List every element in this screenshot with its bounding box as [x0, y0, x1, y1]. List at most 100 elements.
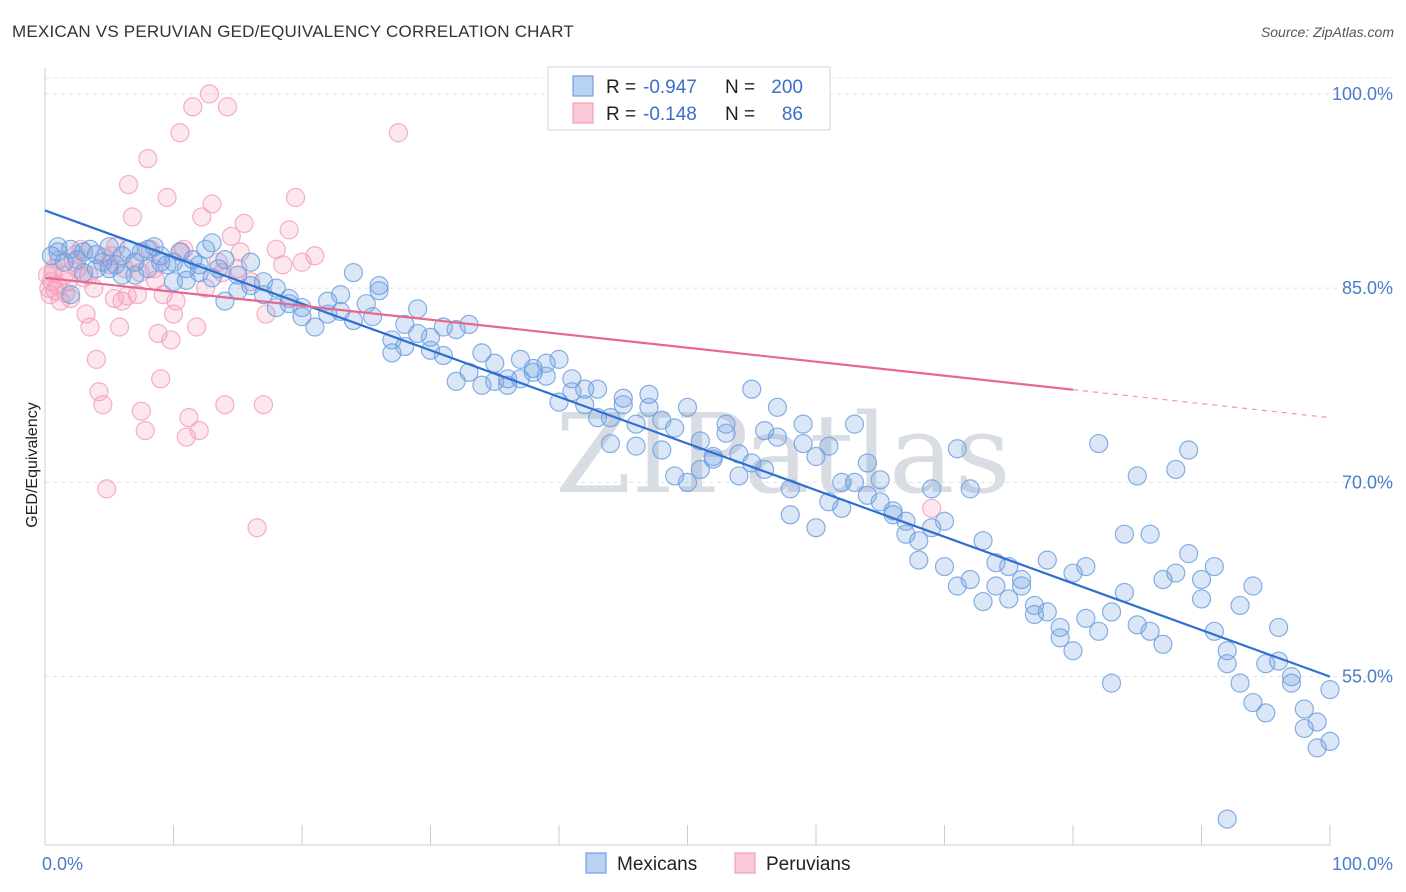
mexicans-point-189: [408, 323, 428, 344]
peruvians-point-49: [187, 317, 207, 337]
bottom-legend-label-peruvians: Peruvians: [766, 854, 851, 875]
mexicans-point-103: [1179, 544, 1199, 564]
mexicans-point-166: [292, 307, 312, 327]
mexicans-point-111: [1281, 667, 1302, 687]
grid: [45, 77, 1392, 678]
peruvians-point-51: [192, 207, 212, 227]
peruvians-point-53: [199, 84, 220, 104]
mexicans-point-108: [1243, 692, 1263, 713]
mexicans-point-208: [1127, 466, 1147, 486]
mexicans-point-201: [870, 470, 890, 490]
legend: R = -0.947 N = 200 R = -0.148 N = 86: [547, 66, 831, 131]
mexicans-point-210: [1204, 556, 1224, 577]
mexicans-point-48: [472, 343, 492, 363]
mexicans-point-162: [1281, 673, 1302, 693]
mexicans-point-72: [780, 505, 800, 525]
mexicans-point-163: [73, 263, 94, 283]
y-axis-label: GED/Equivalency: [24, 402, 41, 527]
mexicans-point-87: [973, 531, 993, 551]
peruvians-point-60: [230, 242, 250, 262]
mexicans-point-199: [793, 414, 813, 434]
mexicans-point-203: [947, 439, 967, 459]
peruvians-point-64: [253, 395, 274, 415]
mexicans-point-89: [999, 589, 1019, 609]
mexicans-point-73: [793, 433, 813, 454]
mexicans-point-92: [1037, 550, 1057, 570]
mexicans-point-54: [549, 349, 569, 369]
peruvians-trend-line: [44, 276, 1074, 391]
mexicans-point-95: [1076, 608, 1096, 628]
mexicans-point-205: [1024, 604, 1045, 625]
mexicans-point-182: [138, 239, 158, 259]
mexicans-point-27: [215, 250, 235, 270]
peruvians-point-50: [189, 421, 209, 441]
chart-title: MEXICAN VS PERUVIAN GED/EQUIVALENCY CORR…: [12, 22, 574, 41]
mexicans-point-40: [369, 275, 389, 296]
peruvians-point-20: [93, 395, 113, 415]
axes: [44, 68, 1331, 846]
y-tick-label-0: 100.0%: [1332, 84, 1393, 104]
peruvians-point-44: [170, 123, 190, 143]
mexicans-point-75: [819, 436, 839, 456]
mexicans-point-86: [960, 479, 980, 499]
mexicans-point-129: [690, 459, 710, 480]
mexicans-point-128: [652, 410, 672, 430]
mexicans-point-121: [369, 281, 389, 301]
mexicans-point-157: [909, 531, 929, 551]
mexicans-point-82: [909, 550, 929, 570]
mexicans-point-213: [1217, 809, 1237, 829]
legend-r-label-mexicans: R =: [606, 77, 636, 98]
mexicans-point-207: [1101, 602, 1122, 622]
legend-n-value-mexicans: 200: [771, 77, 803, 98]
mexicans-point-104: [1191, 569, 1212, 590]
mexicans-point-56: [575, 395, 595, 415]
mexicans-point-198: [742, 379, 762, 399]
peruvians-point-63: [247, 518, 267, 538]
mexicans-point-151: [472, 375, 492, 395]
peruvians-point-18: [86, 349, 107, 369]
peruvians-point-58: [221, 226, 241, 246]
peruvians-point-78: [79, 265, 99, 285]
mexicans-point-206: [1050, 628, 1070, 648]
peruvians-point-28: [118, 174, 139, 195]
mexicans-point-97: [1101, 673, 1122, 693]
legend-r-value-mexicans: -0.947: [643, 77, 697, 98]
mexicans-point-188: [382, 343, 402, 363]
mexicans-point-141: [1153, 569, 1173, 590]
mexicans-point-122: [420, 327, 441, 347]
peruvians-point-16: [80, 317, 100, 337]
mexicans-point-181: [112, 265, 132, 285]
mexicans-point-6: [80, 239, 100, 259]
mexicans-point-178: [1294, 718, 1314, 739]
mexicans-point-175: [1089, 433, 1109, 454]
mexicans-point-180: [86, 244, 107, 265]
peruvians-point-69: [285, 187, 306, 208]
trend-lines: [44, 209, 1331, 678]
mexicans-point-158: [986, 576, 1006, 596]
mexicans-point-190: [446, 319, 466, 340]
mexicans-point-183: [176, 270, 196, 290]
peruvians-point-71: [305, 246, 325, 266]
peruvians-point-21: [97, 479, 117, 499]
mexicans-point-159: [1063, 641, 1083, 661]
mexicans-points: [41, 233, 1340, 829]
bottom-legend-swatch-mexicans: [585, 852, 607, 874]
y-tick-label-3: 55.0%: [1342, 667, 1393, 687]
mexicans-point-131: [767, 397, 788, 417]
mexicans-point-39: [363, 307, 383, 327]
legend-r-label-peruvians: R =: [606, 104, 636, 125]
peruvians-point-65: [256, 304, 276, 324]
mexicans-point-49: [485, 353, 505, 373]
peruvians-point-43: [166, 291, 186, 311]
mexicans-point-78: [857, 453, 878, 473]
mexicans-point-153: [600, 433, 621, 454]
peruvians-point-33: [135, 421, 155, 441]
mexicans-point-43: [408, 299, 428, 319]
x-tick-label-1: 100.0%: [1332, 854, 1393, 874]
peruvians-point-29: [122, 207, 142, 227]
mexicans-point-59: [613, 388, 633, 408]
peruvians-point-73: [922, 498, 942, 518]
x-tick-label-0: 0.0%: [42, 854, 83, 874]
y-tick-label-1: 85.0%: [1342, 278, 1393, 298]
mexicans-point-195: [639, 397, 659, 417]
